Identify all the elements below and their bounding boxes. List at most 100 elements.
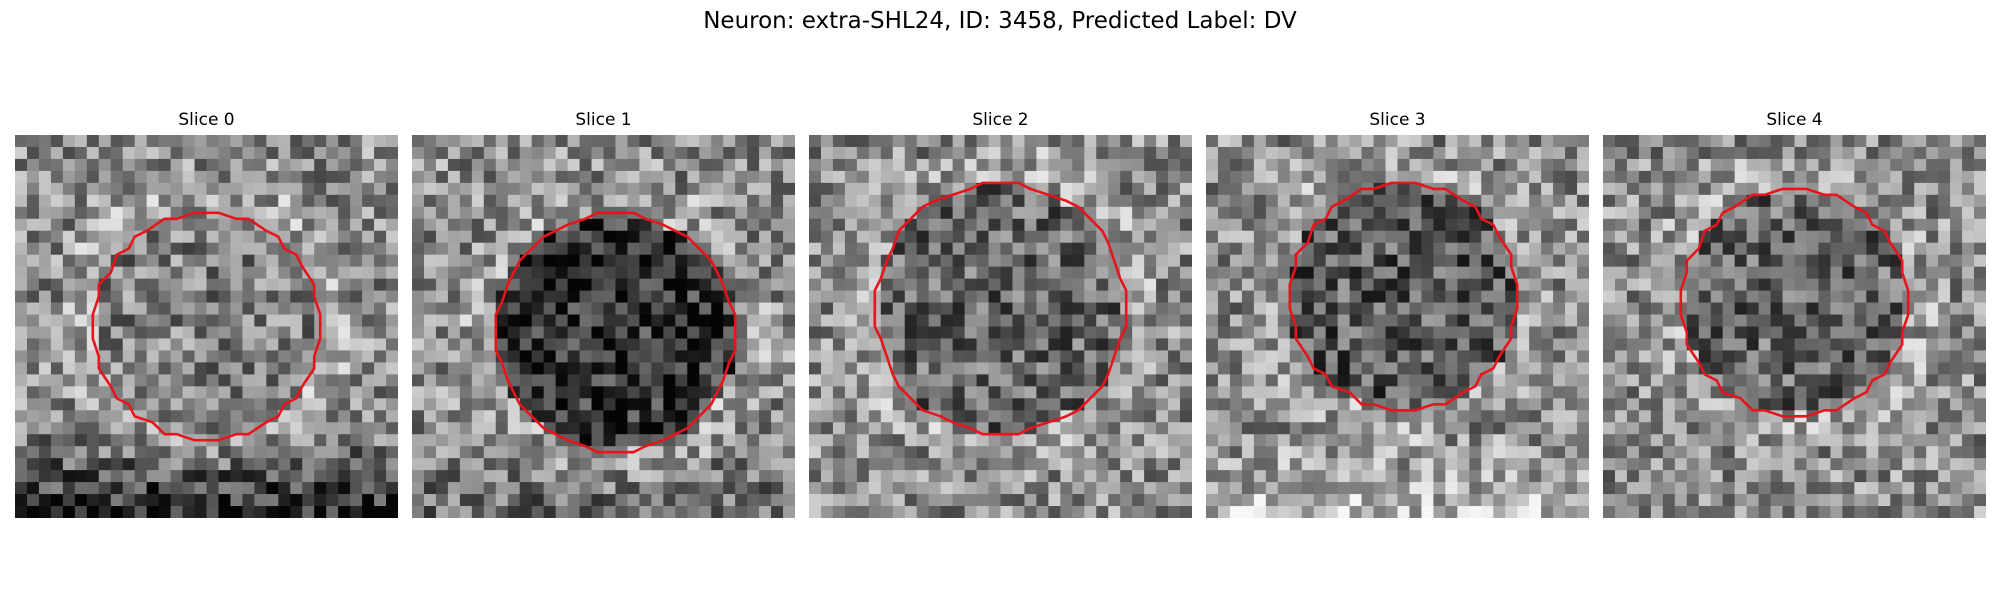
image-pixel bbox=[254, 194, 267, 208]
image-pixel bbox=[146, 494, 160, 507]
image-pixel bbox=[1313, 470, 1327, 483]
image-pixel bbox=[182, 170, 196, 184]
image-pixel bbox=[1974, 146, 1986, 160]
image-pixel bbox=[880, 434, 894, 447]
image-pixel bbox=[1325, 338, 1339, 352]
image-pixel bbox=[940, 434, 954, 447]
image-pixel bbox=[1457, 170, 1470, 184]
image-pixel bbox=[1794, 374, 1808, 387]
image-pixel bbox=[1758, 386, 1772, 399]
image-pixel bbox=[1974, 374, 1986, 387]
image-pixel bbox=[1565, 135, 1578, 148]
image-pixel bbox=[892, 470, 906, 483]
image-pixel bbox=[964, 362, 978, 375]
image-pixel bbox=[242, 506, 255, 518]
image-pixel bbox=[242, 314, 255, 328]
image-pixel bbox=[1734, 230, 1748, 244]
image-pixel bbox=[495, 230, 509, 244]
image-pixel bbox=[1024, 290, 1038, 304]
image-pixel bbox=[1469, 386, 1482, 399]
image-pixel bbox=[350, 278, 363, 292]
image-pixel bbox=[880, 206, 894, 220]
image-pixel bbox=[735, 362, 748, 375]
image-pixel bbox=[1229, 158, 1243, 172]
image-pixel bbox=[1662, 278, 1676, 292]
image-pixel bbox=[723, 254, 736, 268]
image-pixel bbox=[278, 458, 291, 471]
image-pixel bbox=[1469, 230, 1482, 244]
image-pixel bbox=[74, 254, 88, 268]
image-pixel bbox=[1529, 446, 1542, 459]
image-pixel bbox=[1603, 194, 1616, 208]
image-pixel bbox=[1301, 194, 1315, 208]
image-pixel bbox=[1517, 170, 1530, 184]
image-pixel bbox=[723, 314, 736, 328]
image-pixel bbox=[447, 182, 461, 196]
image-pixel bbox=[1698, 254, 1712, 268]
image-pixel bbox=[880, 194, 894, 208]
image-pixel bbox=[1950, 374, 1963, 387]
image-pixel bbox=[1770, 350, 1784, 364]
image-pixel bbox=[1493, 170, 1506, 184]
image-pixel bbox=[110, 278, 124, 292]
image-pixel bbox=[1517, 506, 1530, 518]
image-pixel bbox=[1758, 350, 1772, 364]
image-pixel bbox=[459, 410, 473, 423]
image-pixel bbox=[1108, 458, 1121, 471]
image-pixel bbox=[1385, 194, 1399, 208]
image-pixel bbox=[1650, 398, 1664, 411]
image-pixel bbox=[1301, 482, 1315, 495]
image-pixel bbox=[1433, 470, 1446, 483]
image-pixel bbox=[1241, 314, 1255, 328]
image-pixel bbox=[242, 254, 255, 268]
image-pixel bbox=[844, 278, 858, 292]
image-pixel bbox=[1806, 194, 1820, 208]
image-pixel bbox=[1217, 494, 1231, 507]
image-pixel bbox=[675, 362, 688, 375]
image-pixel bbox=[1024, 206, 1038, 220]
image-pixel bbox=[1722, 350, 1736, 364]
image-pixel bbox=[471, 494, 485, 507]
image-pixel bbox=[1000, 242, 1014, 256]
image-pixel bbox=[844, 206, 858, 220]
image-pixel bbox=[783, 470, 795, 483]
image-pixel bbox=[1277, 422, 1291, 435]
image-pixel bbox=[1180, 290, 1192, 304]
image-pixel bbox=[86, 170, 100, 184]
image-pixel bbox=[1866, 290, 1879, 304]
image-pixel bbox=[302, 230, 315, 244]
image-pixel bbox=[856, 290, 870, 304]
image-pixel bbox=[1385, 374, 1399, 387]
image-pixel bbox=[856, 194, 870, 208]
image-pixel bbox=[687, 146, 700, 160]
image-pixel bbox=[134, 326, 148, 340]
image-pixel bbox=[699, 470, 712, 483]
image-pixel bbox=[1409, 135, 1423, 148]
image-pixel bbox=[182, 290, 196, 304]
image-pixel bbox=[1541, 374, 1554, 387]
image-pixel bbox=[206, 314, 220, 328]
image-pixel bbox=[952, 278, 966, 292]
image-pixel bbox=[1481, 338, 1494, 352]
image-pixel bbox=[675, 302, 688, 316]
image-pixel bbox=[1650, 434, 1664, 447]
image-pixel bbox=[1866, 314, 1879, 328]
image-pixel bbox=[1794, 218, 1808, 232]
image-pixel bbox=[362, 446, 375, 459]
image-pixel bbox=[1950, 362, 1963, 375]
image-pixel bbox=[1493, 374, 1506, 387]
image-pixel bbox=[1529, 170, 1542, 184]
image-pixel bbox=[1614, 398, 1628, 411]
image-pixel bbox=[412, 278, 425, 292]
image-pixel bbox=[880, 182, 894, 196]
image-pixel bbox=[1120, 158, 1133, 172]
image-pixel bbox=[182, 182, 196, 196]
image-pixel bbox=[1421, 158, 1435, 172]
image-pixel bbox=[1565, 314, 1578, 328]
image-pixel bbox=[423, 410, 437, 423]
image-pixel bbox=[567, 314, 581, 328]
image-pixel bbox=[1096, 135, 1109, 148]
image-pixel bbox=[615, 302, 629, 316]
image-pixel bbox=[1722, 374, 1736, 387]
image-pixel bbox=[170, 194, 184, 208]
